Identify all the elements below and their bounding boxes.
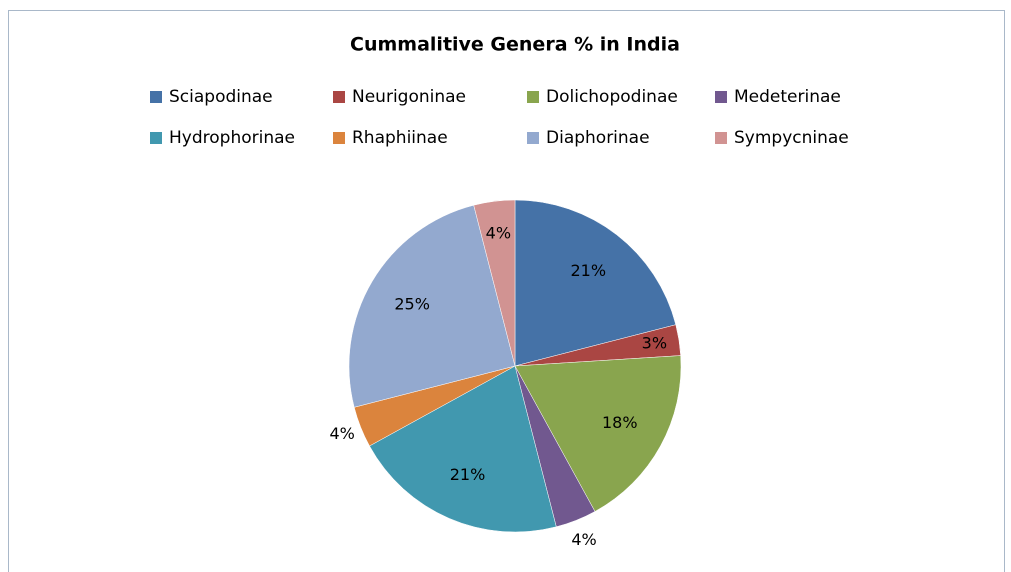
data-label: 4% <box>571 530 596 549</box>
legend-swatch <box>715 132 727 144</box>
data-label: 25% <box>394 295 430 314</box>
legend-label: Sympycninae <box>734 128 849 148</box>
data-label: 18% <box>602 413 638 432</box>
pie-slice <box>514 199 677 367</box>
legend-swatch <box>527 132 539 144</box>
legend-swatch <box>527 91 539 103</box>
pie-slice <box>473 199 516 367</box>
legend-label: Neurigoninae <box>352 87 466 107</box>
legend-label: Diaphorinae <box>546 128 650 148</box>
legend-swatch <box>150 91 162 103</box>
data-label: 21% <box>570 261 606 280</box>
data-label: 4% <box>486 224 511 243</box>
legend-label: Hydrophorinae <box>169 128 295 148</box>
legend-swatch <box>333 91 345 103</box>
legend-label: Sciapodinae <box>169 87 273 107</box>
pie-slice <box>369 365 557 533</box>
legend-swatch <box>150 132 162 144</box>
chart-title: Cummalitive Genera % in India <box>350 34 680 56</box>
legend-label: Dolichopodinae <box>546 87 678 107</box>
legend-label: Rhaphiinae <box>352 128 448 148</box>
pie-slice <box>348 204 516 408</box>
legend-swatch <box>715 91 727 103</box>
data-label: 21% <box>450 465 486 484</box>
pie-slice <box>514 355 682 512</box>
legend-swatch <box>333 132 345 144</box>
legend-label: Medeterinae <box>734 87 841 107</box>
data-label: 4% <box>329 424 354 443</box>
data-label: 3% <box>642 333 667 352</box>
